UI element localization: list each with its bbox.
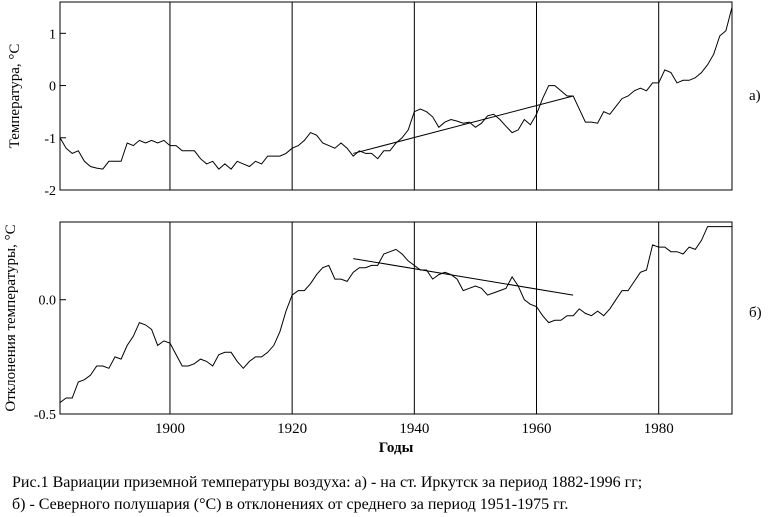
x-tick-label: 1940 — [399, 421, 429, 437]
x-tick-label: 1900 — [155, 421, 185, 437]
panel-a-frame — [59, 1, 733, 191]
panel-b-label: б) — [749, 305, 762, 321]
panel-a-y-ticks: 1 0 -1 -2 — [44, 27, 66, 199]
caption-line-1: Рис.1 Вариации приземной температуры воз… — [12, 474, 643, 491]
x-tick-label: 1960 — [522, 421, 552, 437]
panel-b-frame — [59, 221, 733, 415]
panel-a-gridlines — [169, 2, 660, 190]
figure-caption: Рис.1 Вариации приземной температуры воз… — [12, 472, 777, 516]
panel-b-y-ticks: 0.0 -0.5 — [34, 294, 66, 423]
panel-b-trend-line — [353, 258, 574, 296]
panel-a-temperature-series — [59, 7, 733, 170]
y-tick-label: 0.0 — [39, 294, 57, 309]
x-tick-label: 1920 — [277, 421, 307, 437]
x-tick-label: 1980 — [644, 421, 674, 437]
panel-b: 0.0 -0.5 б) Отклонения температуры, °С — [3, 221, 762, 423]
y-tick-label: -0.5 — [34, 408, 56, 423]
panel-b-y-axis-label: Отклонения температуры, °С — [3, 224, 19, 411]
y-tick-label: 0 — [49, 80, 56, 95]
panel-a-y-axis-label: Температура, °С — [7, 44, 23, 149]
panel-b-deviation-series — [59, 226, 732, 403]
panel-b-gridlines — [169, 222, 660, 414]
y-tick-label: -1 — [44, 132, 56, 147]
panel-a-label: а) — [749, 88, 761, 104]
x-axis-tick-labels: 1900 1920 1940 1960 1980 — [155, 421, 674, 437]
y-tick-label: 1 — [49, 27, 56, 42]
caption-line-2: б) - Северного полушария (°С) в отклонен… — [12, 496, 569, 513]
y-tick-label: -2 — [44, 184, 56, 199]
panel-a: 1 0 -1 -2 а) Температура, °С — [7, 1, 761, 199]
panel-a-trend-line — [353, 95, 574, 154]
x-axis-label: Годы — [379, 440, 414, 456]
